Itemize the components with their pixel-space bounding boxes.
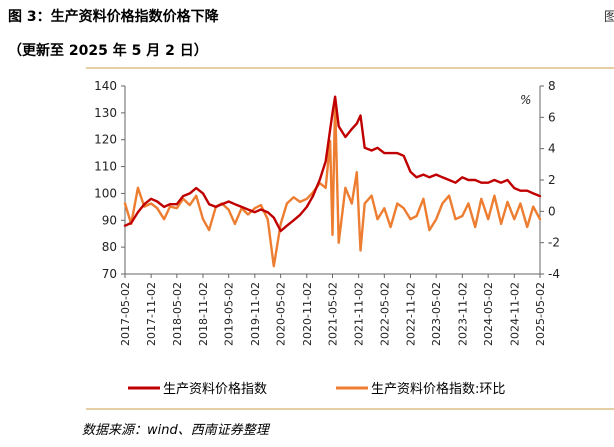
y2-tick-label: -2 — [548, 236, 560, 250]
x-tick-label: 2023-05-02 — [430, 282, 443, 346]
y2-tick-label: 8 — [548, 79, 556, 93]
y2-tick-label: 2 — [548, 173, 556, 187]
series-line-mom — [123, 100, 542, 268]
x-tick-label: 2022-11-02 — [404, 282, 417, 346]
x-tick-label: 2024-05-02 — [482, 282, 495, 346]
legend-label-primary: 生产资料价格指数 — [163, 381, 267, 397]
y-tick-label: 90 — [102, 213, 117, 227]
x-tick-label: 2024-11-02 — [508, 282, 521, 346]
x-tick-label: 2017-05-02 — [119, 282, 132, 346]
series-lines — [123, 95, 542, 268]
adjacent-figure-fragment: 图 — [604, 10, 614, 25]
y-tick-label: 120 — [94, 133, 117, 147]
y2-tick-label: -4 — [548, 267, 560, 281]
y2-tick-label: 6 — [548, 110, 556, 124]
y-tick-label: 140 — [94, 79, 117, 93]
x-tick-label: 2019-11-02 — [249, 282, 262, 346]
y-tick-label: 100 — [94, 186, 117, 200]
x-tick-label: 2023-11-02 — [456, 282, 469, 346]
data-source-note: 数据来源：wind、西南证券整理 — [82, 423, 269, 438]
x-tick-label: 2020-11-02 — [301, 282, 314, 346]
x-tick-label: 2018-05-02 — [171, 282, 184, 346]
series-line-index — [123, 95, 542, 233]
x-tick-label: 2021-05-02 — [327, 282, 340, 346]
legend: 生产资料价格指数 生产资料价格指数:环比 — [128, 381, 505, 397]
y-tick-label: 80 — [102, 240, 117, 254]
x-tick-label: 2020-05-02 — [275, 282, 288, 346]
y-tick-label: 110 — [94, 160, 117, 174]
right-axis-unit: % — [520, 93, 531, 107]
y-tick-label: 70 — [102, 267, 117, 281]
x-axis-ticks: 2017-05-02 2017-11-02 2018-05-02 2018-11-02… — [119, 274, 547, 346]
chart-title: 图 3：生产资料价格指数价格下降 — [8, 9, 219, 25]
legend-label-secondary: 生产资料价格指数:环比 — [371, 381, 505, 397]
x-tick-label: 2017-11-02 — [145, 282, 158, 346]
x-tick-label: 2019-05-02 — [223, 282, 236, 346]
y2-tick-label: 0 — [548, 204, 556, 218]
x-tick-label: 2025-05-02 — [534, 282, 547, 346]
right-axis-ticks: -4 -2 0 2 4 6 8 — [540, 79, 560, 281]
x-tick-label: 2018-11-02 — [197, 282, 210, 346]
y2-tick-label: 4 — [548, 142, 556, 156]
x-tick-label: 2021-11-02 — [353, 282, 366, 346]
left-axis-ticks: 70 80 90 100 110 120 130 140 — [94, 79, 125, 281]
chart-subtitle: （更新至 2025 年 5 月 2 日） — [8, 43, 208, 59]
y-tick-label: 130 — [94, 106, 117, 120]
x-tick-label: 2022-05-02 — [378, 282, 391, 346]
